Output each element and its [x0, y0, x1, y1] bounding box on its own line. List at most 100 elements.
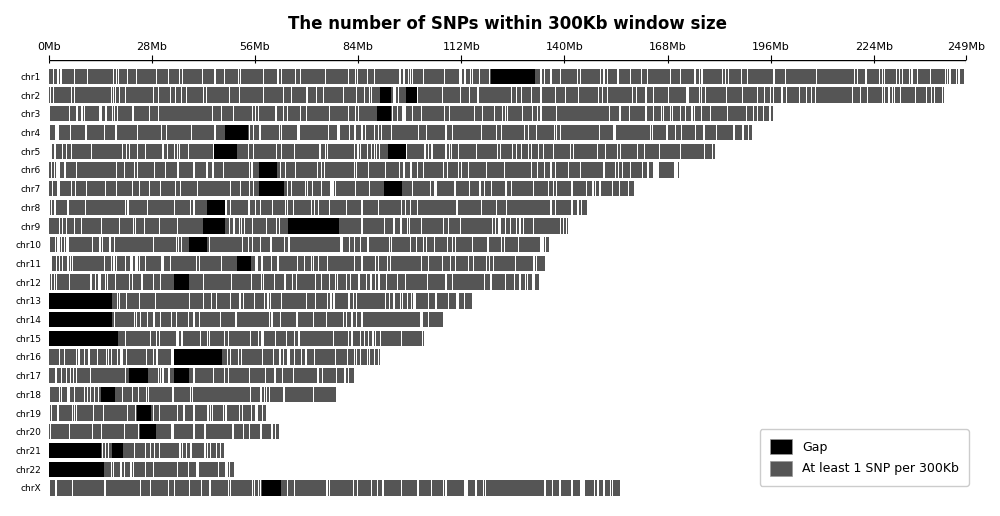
Bar [118, 424, 119, 440]
Bar [447, 480, 448, 495]
Bar [380, 181, 381, 196]
Bar [584, 125, 585, 140]
Bar [56, 69, 57, 84]
Bar [202, 293, 203, 309]
Bar [640, 69, 641, 84]
Bar [75, 443, 76, 458]
Bar [494, 256, 495, 271]
Bar [253, 368, 254, 383]
Bar [51, 386, 52, 402]
Bar [102, 349, 103, 365]
Bar [231, 106, 232, 121]
Bar [350, 480, 351, 495]
Bar [907, 87, 909, 103]
Bar [275, 312, 276, 327]
Bar [368, 87, 369, 103]
Bar [67, 181, 69, 196]
Bar [910, 69, 911, 84]
Bar [426, 162, 427, 178]
Bar [476, 275, 477, 290]
Bar [153, 443, 154, 458]
Bar [382, 256, 384, 271]
Bar [190, 349, 191, 365]
Bar [364, 106, 365, 121]
Bar [633, 125, 634, 140]
Bar [304, 368, 305, 383]
Bar [216, 386, 217, 402]
Bar [322, 200, 323, 215]
Bar [377, 87, 378, 103]
Bar [74, 106, 75, 121]
Bar [584, 200, 585, 215]
Bar [483, 143, 484, 159]
Bar [206, 349, 207, 365]
Bar [187, 293, 188, 309]
Bar [149, 312, 150, 327]
Bar [166, 106, 167, 121]
Bar [545, 69, 546, 84]
Bar [697, 106, 699, 121]
Bar [548, 237, 549, 252]
Bar [474, 162, 475, 178]
Bar [210, 218, 211, 234]
Bar [119, 424, 120, 440]
Bar [453, 87, 454, 103]
Bar [528, 237, 529, 252]
Bar [314, 256, 315, 271]
Bar [276, 181, 277, 196]
Bar [367, 256, 368, 271]
Bar [168, 293, 169, 309]
Bar [581, 125, 582, 140]
Bar [409, 237, 410, 252]
Bar [264, 406, 265, 421]
Bar [703, 143, 704, 159]
Bar [496, 181, 497, 196]
Bar [212, 275, 213, 290]
Bar [210, 162, 211, 178]
Bar [563, 181, 564, 196]
Bar [246, 480, 248, 495]
Bar [291, 256, 292, 271]
Bar [536, 143, 537, 159]
Bar [715, 125, 716, 140]
Bar [80, 293, 81, 309]
Bar [75, 125, 76, 140]
Bar [116, 218, 117, 234]
Bar [165, 69, 166, 84]
Bar [201, 349, 202, 365]
Bar [564, 200, 565, 215]
Bar [75, 162, 76, 178]
Bar [335, 106, 336, 121]
Bar [870, 87, 871, 103]
Bar [82, 443, 83, 458]
Bar [893, 69, 894, 84]
Bar [513, 143, 514, 159]
Bar [252, 424, 253, 440]
Bar [190, 181, 191, 196]
Bar [676, 143, 678, 159]
Bar [238, 87, 239, 103]
Bar [122, 461, 123, 477]
Bar [627, 162, 628, 178]
Bar [204, 237, 206, 252]
Bar [151, 386, 153, 402]
Bar [349, 143, 350, 159]
Bar [579, 162, 580, 178]
Bar [139, 200, 140, 215]
Bar [378, 218, 379, 234]
Bar [112, 200, 113, 215]
Bar [756, 69, 757, 84]
Bar [327, 237, 328, 252]
Bar [221, 143, 222, 159]
Bar [474, 218, 475, 234]
Bar [258, 200, 259, 215]
Bar [272, 181, 273, 196]
Bar [107, 200, 108, 215]
Bar [229, 331, 230, 346]
Bar [90, 143, 91, 159]
Bar [153, 368, 154, 383]
Bar [477, 200, 479, 215]
Bar [98, 106, 99, 121]
Bar [229, 69, 230, 84]
Bar [401, 256, 402, 271]
